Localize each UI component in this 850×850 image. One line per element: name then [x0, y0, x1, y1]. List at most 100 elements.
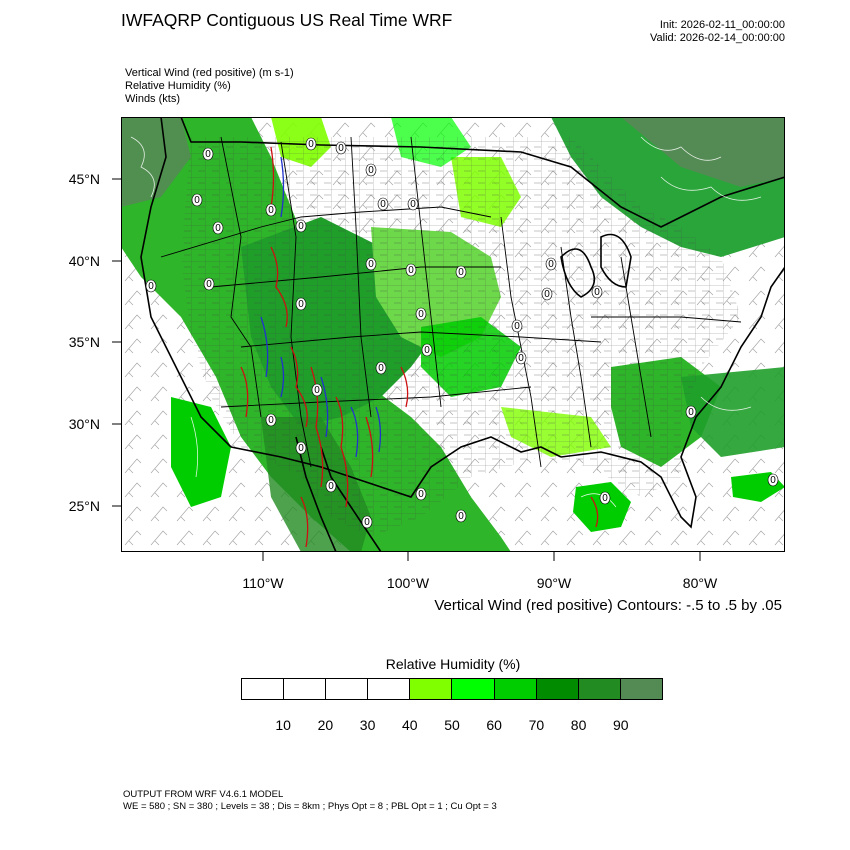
- humidity-contours: [130, 136, 762, 508]
- colorbar-label: 50: [444, 717, 460, 733]
- contour-label: 0: [410, 199, 416, 210]
- colorbar-label: 10: [275, 717, 291, 733]
- contour-label-bg: [455, 509, 467, 523]
- lon-label-80: 80°W: [682, 575, 718, 591]
- contour-label-bg: [202, 147, 214, 161]
- map-frame: [121, 117, 785, 552]
- contour-label-bg: [415, 307, 427, 321]
- contour-label: 0: [602, 493, 608, 504]
- colorbar-swatch: [410, 679, 453, 699]
- contour-label: 0: [514, 321, 520, 332]
- contour-label: 0: [364, 517, 370, 528]
- contour-label-bg: [415, 487, 427, 501]
- contour-label-bg: [295, 441, 307, 455]
- contour-label: 0: [418, 309, 424, 320]
- contour-label: 0: [368, 259, 374, 270]
- contour-label: 0: [338, 143, 344, 154]
- colorbar-swatch: [452, 679, 495, 699]
- contour-label: 0: [688, 407, 694, 418]
- contour-info: Vertical Wind (red positive) Contours: -…: [434, 597, 782, 614]
- colorbar-swatch: [494, 679, 537, 699]
- contour-label: 0: [298, 443, 304, 454]
- contour-label-bg: [511, 319, 523, 333]
- humidity-colorbar: [241, 678, 663, 700]
- colorbar-title: Relative Humidity (%): [385, 656, 521, 672]
- contour-label-bg: [365, 257, 377, 271]
- plot-title: IWFAQRP Contiguous US Real Time WRF: [121, 10, 453, 30]
- colorbar-label: 20: [317, 717, 334, 733]
- lat-label-45: 45°N: [68, 171, 100, 187]
- contour-label: 0: [205, 149, 211, 160]
- contour-label: 0: [206, 279, 212, 290]
- contour-label-bg: [455, 265, 467, 279]
- contour-label-bg: [335, 141, 347, 155]
- valid-time: Valid: 2026-02-14_00:00:00: [650, 32, 785, 44]
- contour-label-bg: [305, 137, 317, 151]
- contour-label: 0: [378, 363, 384, 374]
- field-relative-humidity: Relative Humidity (%): [125, 80, 231, 92]
- contour-label: 0: [408, 265, 414, 276]
- contour-label: 0: [308, 139, 314, 150]
- contour-label-bg: [365, 163, 377, 177]
- colorbar-label: 40: [402, 717, 418, 733]
- vertical-wind-contours: [240, 146, 599, 548]
- lat-label-40: 40°N: [68, 253, 100, 269]
- contour-label-bg: [361, 515, 373, 529]
- colorbar-swatch: [620, 679, 662, 699]
- contour-label-bg: [591, 285, 603, 299]
- contour-label: 0: [298, 299, 304, 310]
- contour-label-bg: [295, 219, 307, 233]
- contour-label: 0: [380, 199, 386, 210]
- colorbar-swatch: [536, 679, 579, 699]
- field-winds: Winds (kts): [125, 93, 180, 105]
- colorbar-swatch: [368, 679, 411, 699]
- contour-label-bg: [545, 257, 557, 271]
- contour-label: 0: [194, 195, 200, 206]
- contour-label: 0: [268, 205, 274, 216]
- colorbar-swatch: [326, 679, 369, 699]
- contour-label-bg: [265, 413, 277, 427]
- contour-label-bg: [767, 473, 779, 487]
- model-info: OUTPUT FROM WRF V4.6.1 MODEL: [123, 789, 284, 800]
- contour-label-bg: [599, 491, 611, 505]
- contour-label-bg: [405, 263, 417, 277]
- contour-label: 0: [328, 481, 334, 492]
- contour-label-bg: [203, 277, 215, 291]
- colorbar-swatch: [578, 679, 621, 699]
- colorbar-label: 90: [613, 717, 629, 733]
- contour-label-bg: [407, 197, 419, 211]
- contour-label: 0: [458, 267, 464, 278]
- contour-label: 0: [424, 345, 430, 356]
- contour-label: 0: [544, 289, 550, 300]
- contour-label-bg: [265, 203, 277, 217]
- contour-label: 0: [458, 511, 464, 522]
- contour-label: 0: [215, 223, 221, 234]
- contour-label-bg: [311, 383, 323, 397]
- lon-label-110: 110°W: [242, 575, 284, 591]
- contour-label-bg: [685, 405, 697, 419]
- contour-label-bg: [421, 343, 433, 357]
- contour-label-bg: [515, 351, 527, 365]
- contour-label-bg: [375, 361, 387, 375]
- contour-label-bg: [191, 193, 203, 207]
- contour-label: 0: [268, 415, 274, 426]
- colorbar-swatch: [284, 679, 327, 699]
- contour-label: 0: [418, 489, 424, 500]
- contour-label: 0: [518, 353, 524, 364]
- contour-label: 0: [314, 385, 320, 396]
- contour-label-bg: [377, 197, 389, 211]
- colorbar-label: 70: [528, 717, 545, 733]
- model-config: WE = 580 ; SN = 380 ; Levels = 38 ; Dis …: [123, 801, 497, 812]
- colorbar-label: 30: [359, 717, 376, 733]
- contour-label-bg: [325, 479, 337, 493]
- lon-label-90: 90°W: [536, 575, 572, 591]
- lon-label-100: 100°W: [386, 575, 430, 591]
- colorbar-label: 60: [486, 717, 502, 733]
- colorbar-label: 80: [570, 717, 587, 733]
- contour-label: 0: [770, 475, 776, 486]
- contour-label-bg: [145, 279, 157, 293]
- contour-label: 0: [148, 281, 154, 292]
- contour-label: 0: [368, 165, 374, 176]
- colorbar-swatch: [242, 679, 285, 699]
